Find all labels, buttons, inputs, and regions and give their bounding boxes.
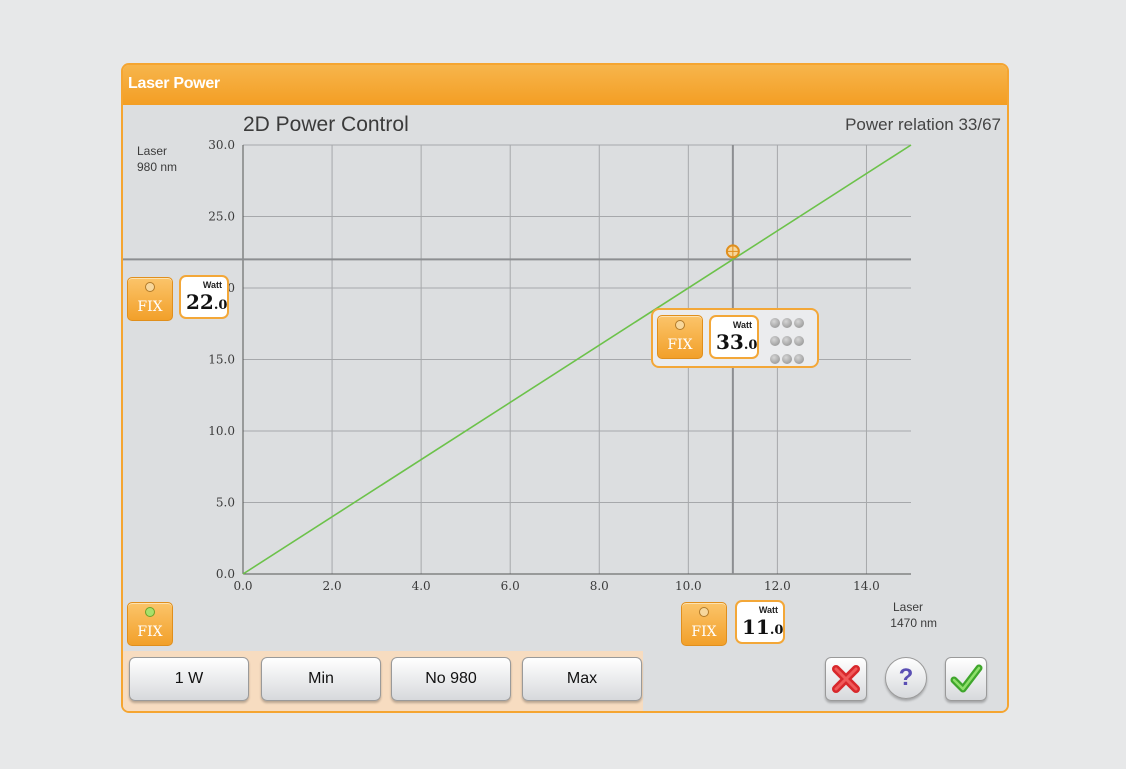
y-tick-label: 0.0	[216, 567, 235, 581]
laser-1470-value[interactable]: Watt 11.0	[735, 600, 785, 644]
y-tick-label: 30.0	[208, 138, 235, 152]
power-plot[interactable]: 0.0 2.0 4.0 6.0 8.0 10.0 12.0 14.0 0.0 5.0 10.0 15.…	[123, 105, 1007, 651]
close-icon	[832, 665, 860, 693]
x-axis-label: Laser 1470 nm	[890, 600, 937, 630]
help-button[interactable]: ?	[885, 657, 927, 699]
window-title: Laser Power	[128, 75, 220, 92]
preset-min-button[interactable]: Min	[261, 657, 381, 701]
drag-handle-grip[interactable]	[769, 316, 817, 370]
power-relation-label: Power relation 33/67	[845, 115, 1001, 134]
laser-power-window: Laser Power 2D Power Control Power relat…	[121, 63, 1009, 713]
x-tick-label: 4.0	[412, 579, 431, 593]
title-bar: Laser Power	[123, 65, 1007, 105]
help-icon: ?	[898, 664, 914, 691]
fix-total-button[interactable]: FIX	[657, 315, 703, 359]
fix-origin-indicator	[145, 607, 155, 617]
preset-button-strip: 1 W Min No 980 Max	[123, 651, 643, 711]
x-tick-label: 2.0	[323, 579, 342, 593]
confirm-button[interactable]	[945, 657, 987, 701]
preset-no980-button[interactable]: No 980	[391, 657, 511, 701]
cancel-button[interactable]	[825, 657, 867, 701]
fix-980-indicator	[145, 282, 155, 292]
fix-1470-button[interactable]: FIX	[681, 602, 727, 646]
checkmark-icon	[950, 664, 983, 693]
y-axis-label: Laser 980 nm	[137, 144, 178, 174]
x-tick-label: 10.0	[675, 579, 702, 593]
x-tick-label: 6.0	[501, 579, 520, 593]
y-tick-label: 25.0	[208, 210, 235, 224]
power-relation-line	[242, 144, 912, 575]
preset-1w-button[interactable]: 1 W	[129, 657, 249, 701]
preset-max-button[interactable]: Max	[522, 657, 642, 701]
y-tick-label: 15.0	[208, 353, 235, 367]
laser-980-value[interactable]: Watt 22.0	[179, 275, 229, 319]
x-tick-label: 0.0	[233, 579, 252, 593]
chart-title: 2D Power Control	[243, 113, 409, 136]
fix-980-button[interactable]: FIX	[127, 277, 173, 321]
x-tick-label: 14.0	[853, 579, 880, 593]
total-power-marker[interactable]: FIX Watt 33.0	[651, 308, 819, 368]
y-tick-label: 10.0	[208, 424, 235, 438]
fix-origin-button[interactable]: FIX	[127, 602, 173, 646]
x-tick-label: 8.0	[590, 579, 609, 593]
fix-total-indicator	[675, 320, 685, 330]
x-tick-label: 12.0	[764, 579, 791, 593]
fix-1470-indicator	[699, 607, 709, 617]
bottom-toolbar: 1 W Min No 980 Max ?	[123, 651, 1007, 711]
total-power-value[interactable]: Watt 33.0	[709, 315, 759, 359]
chart-area: 2D Power Control Power relation 33/67 La…	[123, 105, 1007, 651]
y-tick-label: 5.0	[216, 496, 235, 510]
